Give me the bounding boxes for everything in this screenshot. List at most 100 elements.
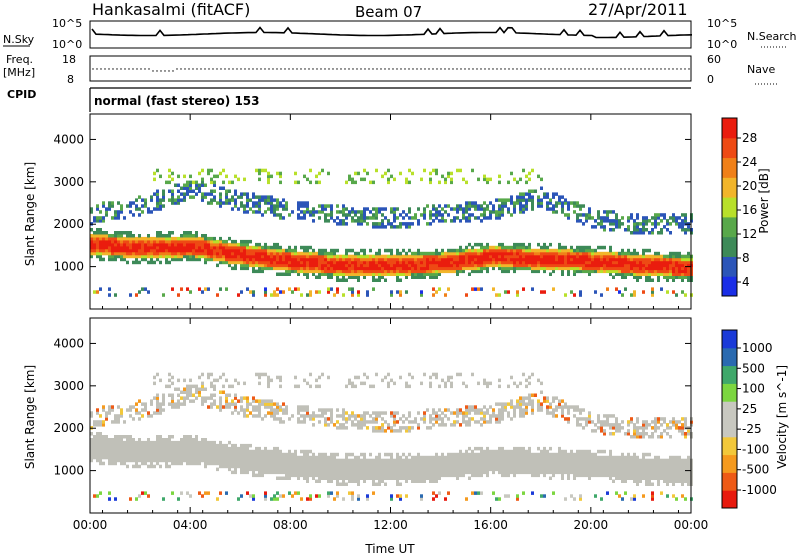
power-cell: [408, 254, 411, 259]
power-cell: [366, 263, 369, 268]
power-cell: [201, 245, 204, 250]
velocity-cell: [189, 435, 192, 439]
power-cell: [618, 222, 621, 226]
power-cell: [417, 207, 420, 211]
power-cell: [531, 269, 534, 274]
velocity-cell: [303, 405, 306, 409]
power-cell: [264, 254, 267, 259]
velocity-cell: [177, 452, 180, 457]
velocity-cell: [165, 440, 168, 445]
velocity-cell: [192, 461, 195, 466]
velocity-cell: [270, 455, 273, 460]
power-cell: [597, 257, 600, 262]
velocity-cell: [198, 393, 201, 397]
velocity-cell: [147, 449, 150, 454]
velocity-cell: [327, 494, 330, 498]
power-cell: [465, 254, 468, 259]
power-cell: [498, 257, 501, 262]
power-cell: [297, 287, 300, 291]
velocity-cell: [258, 375, 261, 380]
velocity-cell: [507, 494, 510, 498]
power-cell: [567, 263, 570, 268]
velocity-cell: [237, 411, 240, 415]
power-cell: [624, 269, 627, 274]
velocity-cell: [492, 411, 495, 415]
power-cell: [102, 236, 105, 241]
power-cell: [399, 222, 402, 226]
velocity-cell: [345, 476, 348, 480]
power-cell: [228, 180, 231, 185]
power-cell: [276, 254, 279, 259]
power-cell: [684, 254, 687, 259]
velocity-cell: [162, 408, 165, 412]
velocity-cell: [441, 470, 444, 475]
velocity-cell: [546, 455, 549, 460]
power-cell: [270, 204, 273, 208]
power-cell: [363, 251, 366, 256]
velocity-cell: [249, 467, 252, 472]
power-cell: [456, 251, 459, 256]
velocity-cell: [129, 405, 132, 409]
velocity-cell: [438, 384, 441, 389]
power-cell: [579, 248, 582, 253]
power-cell: [444, 263, 447, 268]
power-cell: [483, 266, 486, 271]
power-cell: [621, 260, 624, 265]
power-cell: [141, 254, 144, 259]
velocity-cell: [387, 476, 390, 480]
velocity-cell: [108, 405, 111, 409]
power-cell: [276, 287, 279, 291]
power-cell: [432, 168, 435, 173]
power-cell: [402, 266, 405, 271]
power-cell: [117, 254, 120, 259]
power-cell: [348, 260, 351, 265]
power-cell: [450, 251, 453, 256]
velocity-cell: [408, 458, 411, 463]
power-cell: [213, 198, 216, 202]
power-cell: [342, 254, 345, 259]
power-cell: [414, 213, 417, 217]
velocity-cell: [153, 464, 156, 469]
power-cell: [306, 269, 309, 274]
power-cell: [213, 254, 216, 259]
power-cell: [306, 177, 309, 182]
power-cell: [408, 266, 411, 271]
velocity-cell: [369, 458, 372, 463]
velocity-cell: [423, 476, 426, 480]
power-cell: [576, 213, 579, 217]
power-cell: [585, 266, 588, 271]
power-cell: [486, 207, 489, 211]
power-cell: [426, 272, 429, 276]
power-cell: [96, 290, 99, 294]
power-cell: [561, 204, 564, 208]
power-cell: [279, 272, 282, 276]
velocity-cell: [471, 458, 474, 463]
power-cell: [282, 198, 285, 202]
power-cell: [423, 266, 426, 271]
velocity-cell: [234, 455, 237, 460]
power-cell: [522, 287, 525, 291]
velocity-cell: [336, 470, 339, 475]
velocity-cell: [486, 452, 489, 457]
power-cell: [258, 245, 261, 250]
velocity-cell: [429, 455, 432, 460]
power-cell: [210, 189, 213, 193]
velocity-cell: [453, 461, 456, 466]
power-cell: [201, 251, 204, 256]
velocity-cell: [159, 458, 162, 463]
power-cell: [456, 254, 459, 259]
power-cell: [198, 189, 201, 193]
power-colorbar-tick-label: 20: [742, 179, 757, 193]
power-cell: [420, 254, 423, 259]
power-cell: [675, 266, 678, 271]
power-cell: [531, 248, 534, 253]
velocity-cell: [159, 446, 162, 451]
velocity-cell: [306, 449, 309, 454]
power-cell: [228, 189, 231, 193]
power-cell: [213, 239, 216, 244]
power-cell: [396, 272, 399, 276]
velocity-cell: [177, 449, 180, 454]
power-cell: [117, 213, 120, 217]
power-data: [90, 168, 693, 297]
velocity-cell: [435, 473, 438, 478]
